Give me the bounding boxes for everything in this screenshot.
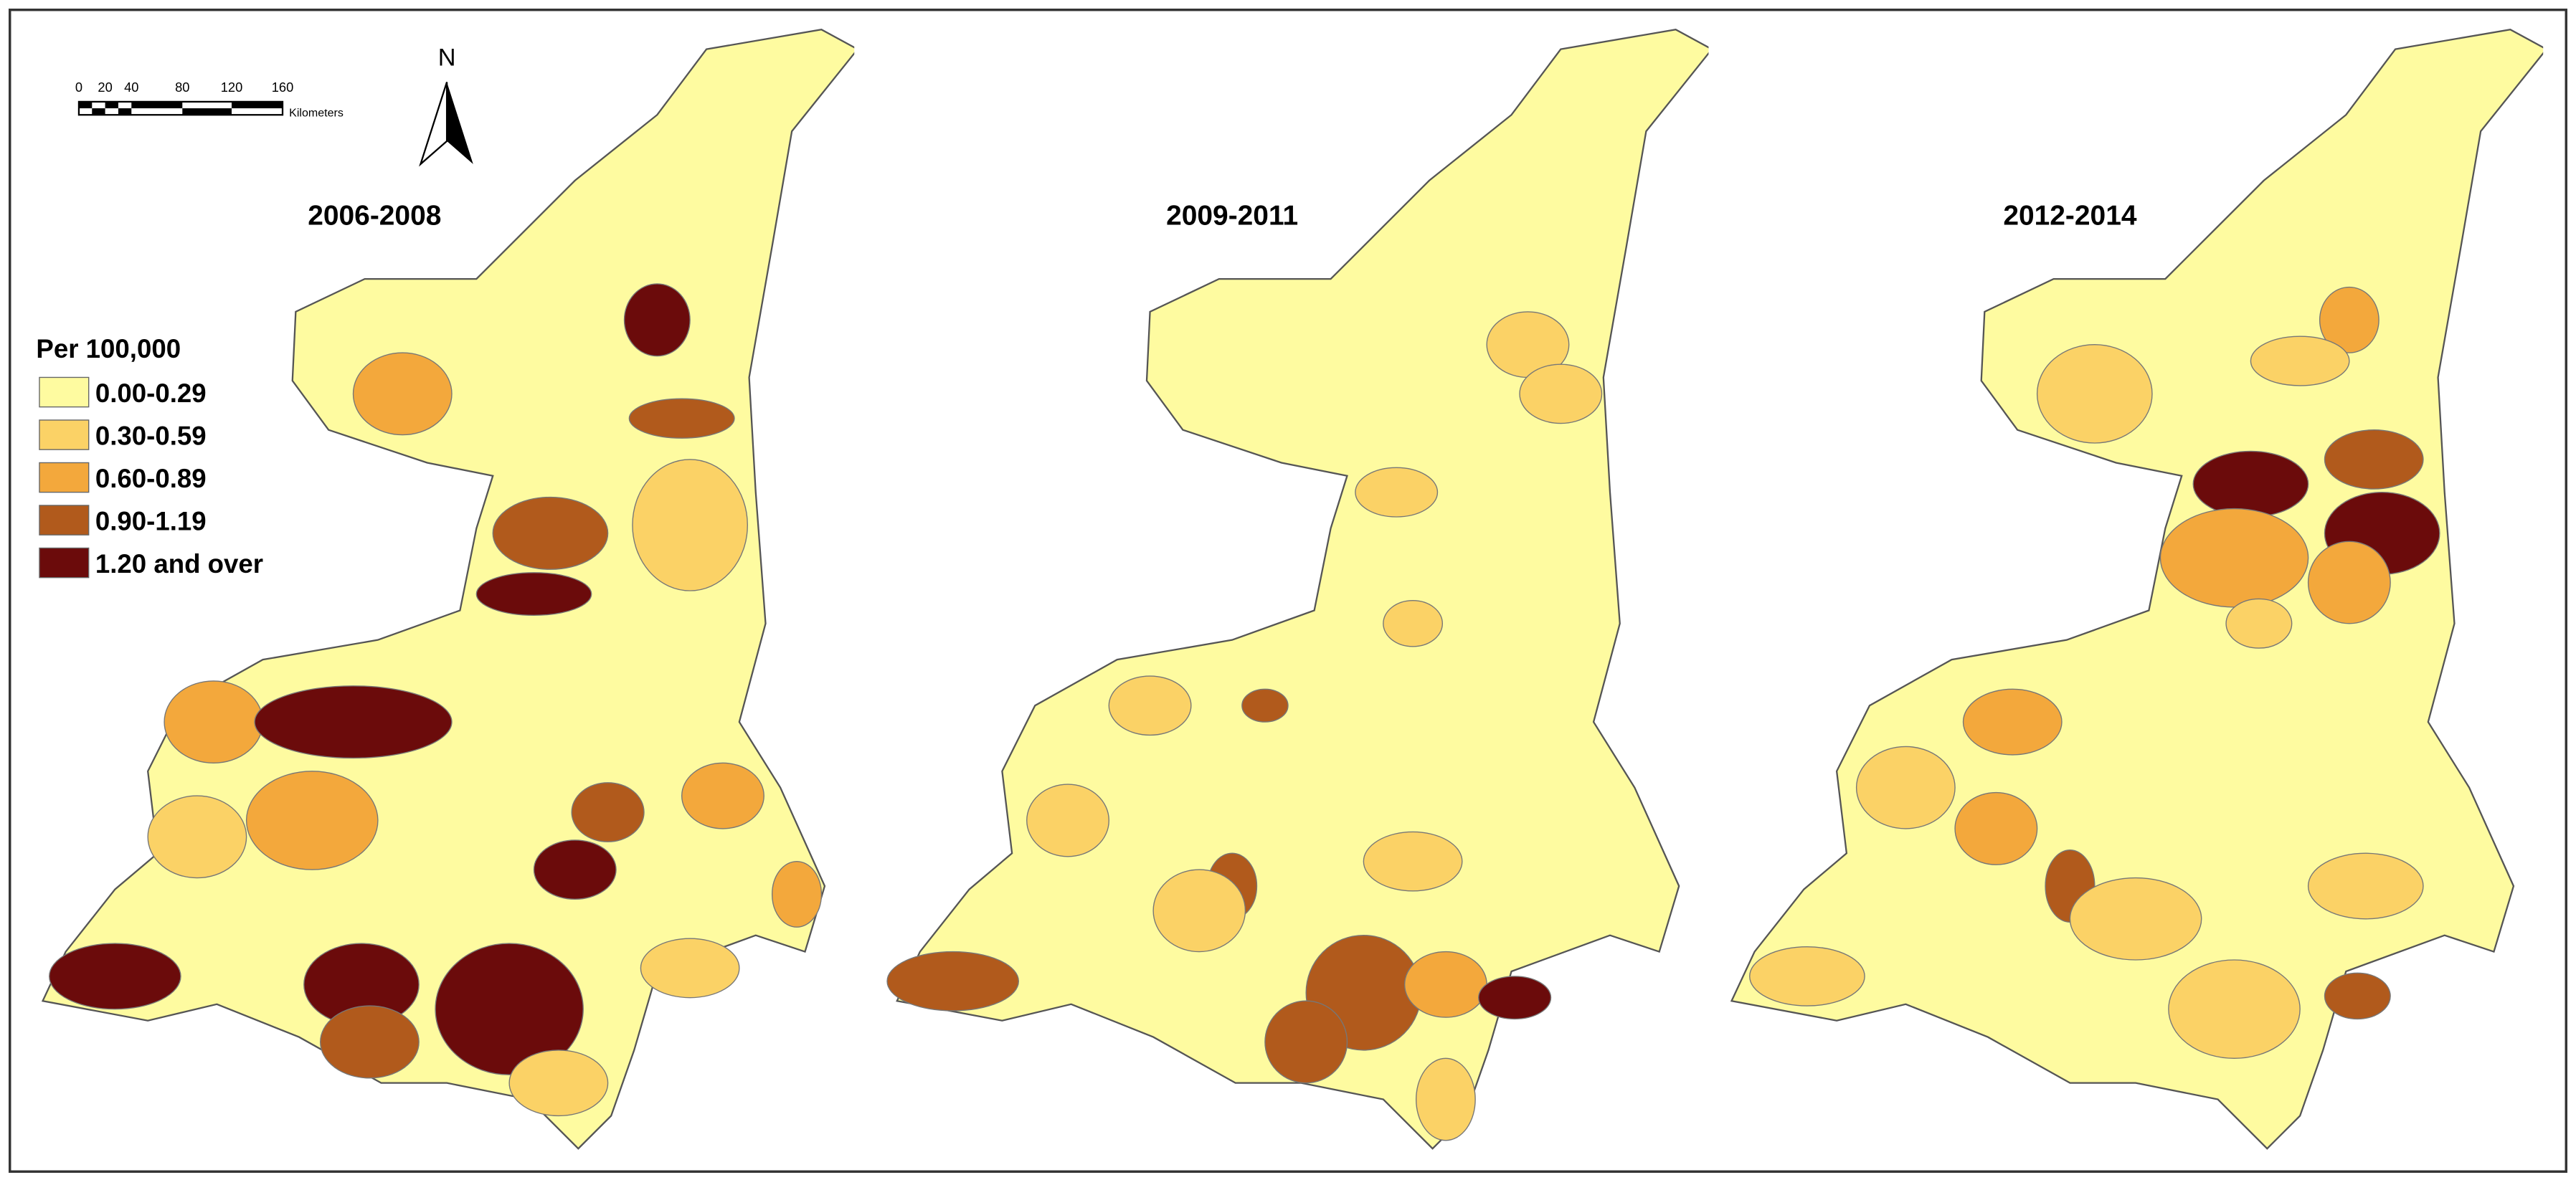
scale-label: 0 [75,80,82,95]
map-3 [1732,29,2547,1148]
legend-title: Per 100,000 [36,334,181,363]
map-1 [43,29,858,1148]
scale-label: 20 [98,80,112,95]
scale-bar: 0 20 40 80 120 160 Kilometers [75,80,344,119]
map-title: 2012-2014 [2003,201,2136,232]
legend-swatch [39,547,90,579]
scale-unit: Kilometers [289,107,344,120]
map-2 [886,29,1712,1148]
legend-label: 1.20 and over [95,549,263,579]
legend-label: 0.60-0.89 [95,464,207,493]
legend-label: 0.90-1.19 [95,506,207,536]
legend-swatch [39,462,90,493]
map-title: 2009-2011 [1166,201,1298,232]
legend-label: 0.00-0.29 [95,379,207,408]
scale-label: 80 [175,80,189,95]
scale-label: 40 [124,80,138,95]
map-title: 2006-2008 [308,201,441,232]
legend: Per 100,000 0.00-0.29 0.30-0.59 0.60-0.89 0… [36,334,263,579]
legend-swatch [39,505,90,536]
legend-label: 0.30-0.59 [95,421,207,450]
scale-label: 120 [221,80,243,95]
north-arrow: N [419,44,473,167]
scale-label: 160 [272,80,294,95]
legend-swatch [39,376,90,408]
legend-swatch [39,419,90,450]
north-label: N [438,44,456,72]
